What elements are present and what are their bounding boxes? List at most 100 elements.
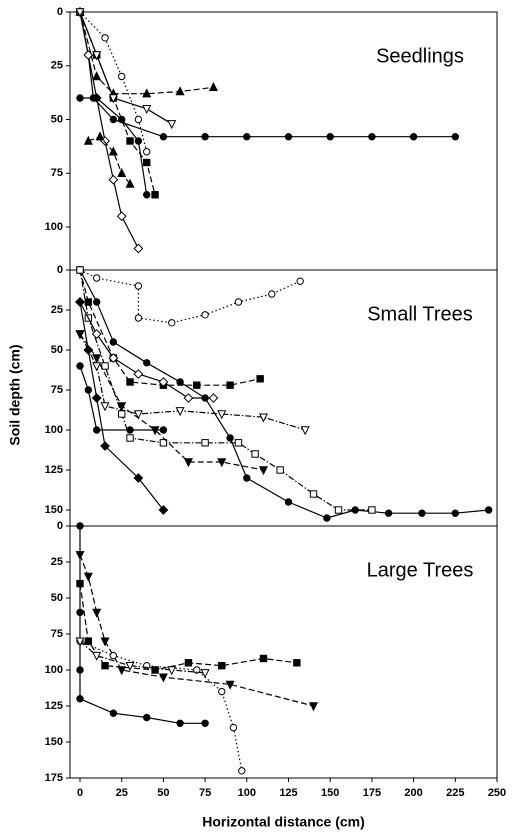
marker	[218, 661, 226, 670]
series-line	[79, 640, 243, 771]
marker	[193, 666, 201, 674]
marker	[201, 133, 209, 141]
y-tick-label: 125	[45, 464, 63, 476]
marker	[208, 393, 219, 403]
series-line	[79, 11, 173, 125]
marker	[368, 506, 376, 514]
marker	[300, 426, 310, 436]
marker	[75, 637, 85, 647]
marker	[176, 378, 184, 386]
marker	[101, 661, 109, 670]
marker	[193, 381, 201, 389]
marker	[234, 298, 243, 306]
series-line	[79, 269, 372, 511]
marker	[76, 608, 84, 617]
marker	[158, 673, 168, 683]
y-tick-label: 125	[45, 700, 63, 712]
marker	[75, 551, 85, 561]
marker	[92, 426, 101, 434]
marker	[83, 50, 94, 60]
marker	[175, 86, 185, 96]
plot-frame	[69, 525, 498, 779]
marker	[75, 297, 85, 307]
y-tick-label: 0	[57, 264, 63, 276]
marker	[159, 426, 168, 434]
marker	[133, 473, 144, 483]
series-line	[79, 333, 306, 431]
x-tick-label: 225	[446, 787, 464, 799]
y-axis-label: Soil depth (cm)	[7, 344, 23, 445]
marker	[151, 191, 159, 199]
marker	[143, 359, 151, 367]
marker	[309, 490, 318, 498]
panel-title: Seedlings	[376, 45, 464, 67]
marker	[125, 661, 135, 671]
marker	[183, 393, 194, 403]
marker	[258, 413, 268, 423]
marker	[76, 266, 84, 274]
marker	[83, 572, 93, 582]
y-tick-label: 25	[51, 60, 63, 72]
x-tick-label: 50	[157, 787, 169, 799]
marker	[92, 94, 101, 102]
marker	[92, 274, 101, 282]
marker	[76, 94, 84, 102]
marker	[126, 426, 134, 434]
marker	[92, 71, 102, 81]
y-tick-label: 50	[51, 113, 63, 125]
marker	[117, 167, 127, 177]
marker	[276, 466, 284, 474]
marker	[133, 369, 144, 379]
marker	[109, 115, 118, 124]
marker	[101, 34, 109, 42]
marker	[484, 506, 493, 514]
marker	[92, 298, 101, 306]
x-tick-label: 25	[116, 787, 128, 799]
marker	[323, 514, 331, 522]
marker	[201, 439, 209, 447]
marker	[84, 386, 93, 394]
x-tick-label: 150	[321, 787, 339, 799]
marker	[126, 434, 134, 442]
marker	[168, 319, 176, 327]
y-tick-label: 150	[45, 736, 63, 748]
series-line	[79, 269, 301, 324]
marker	[75, 330, 85, 340]
marker	[118, 410, 126, 418]
marker	[143, 148, 151, 156]
marker	[175, 407, 185, 417]
y-tick-label: 25	[51, 556, 63, 568]
marker	[243, 133, 251, 141]
marker	[108, 94, 118, 104]
marker	[284, 133, 293, 141]
marker	[293, 659, 301, 667]
marker	[208, 81, 218, 91]
y-tick-label: 175	[45, 772, 63, 784]
marker	[126, 137, 134, 145]
marker	[84, 637, 93, 645]
marker	[217, 410, 227, 420]
marker	[451, 509, 460, 517]
marker	[296, 277, 304, 285]
marker	[418, 509, 426, 517]
marker	[100, 402, 110, 412]
marker	[176, 719, 184, 727]
marker	[158, 377, 169, 387]
marker	[334, 506, 343, 514]
marker	[251, 450, 259, 458]
marker	[142, 88, 152, 98]
marker	[118, 72, 126, 81]
marker	[76, 666, 84, 674]
x-tick-label: 175	[363, 787, 381, 799]
x-tick-label: 125	[279, 787, 297, 799]
marker	[384, 509, 393, 517]
x-tick-label: 200	[404, 787, 422, 799]
marker	[125, 178, 135, 188]
marker	[76, 579, 84, 588]
series-line	[79, 526, 206, 724]
series-line	[79, 554, 314, 707]
marker	[167, 120, 177, 130]
marker	[159, 439, 168, 447]
marker	[109, 338, 118, 346]
